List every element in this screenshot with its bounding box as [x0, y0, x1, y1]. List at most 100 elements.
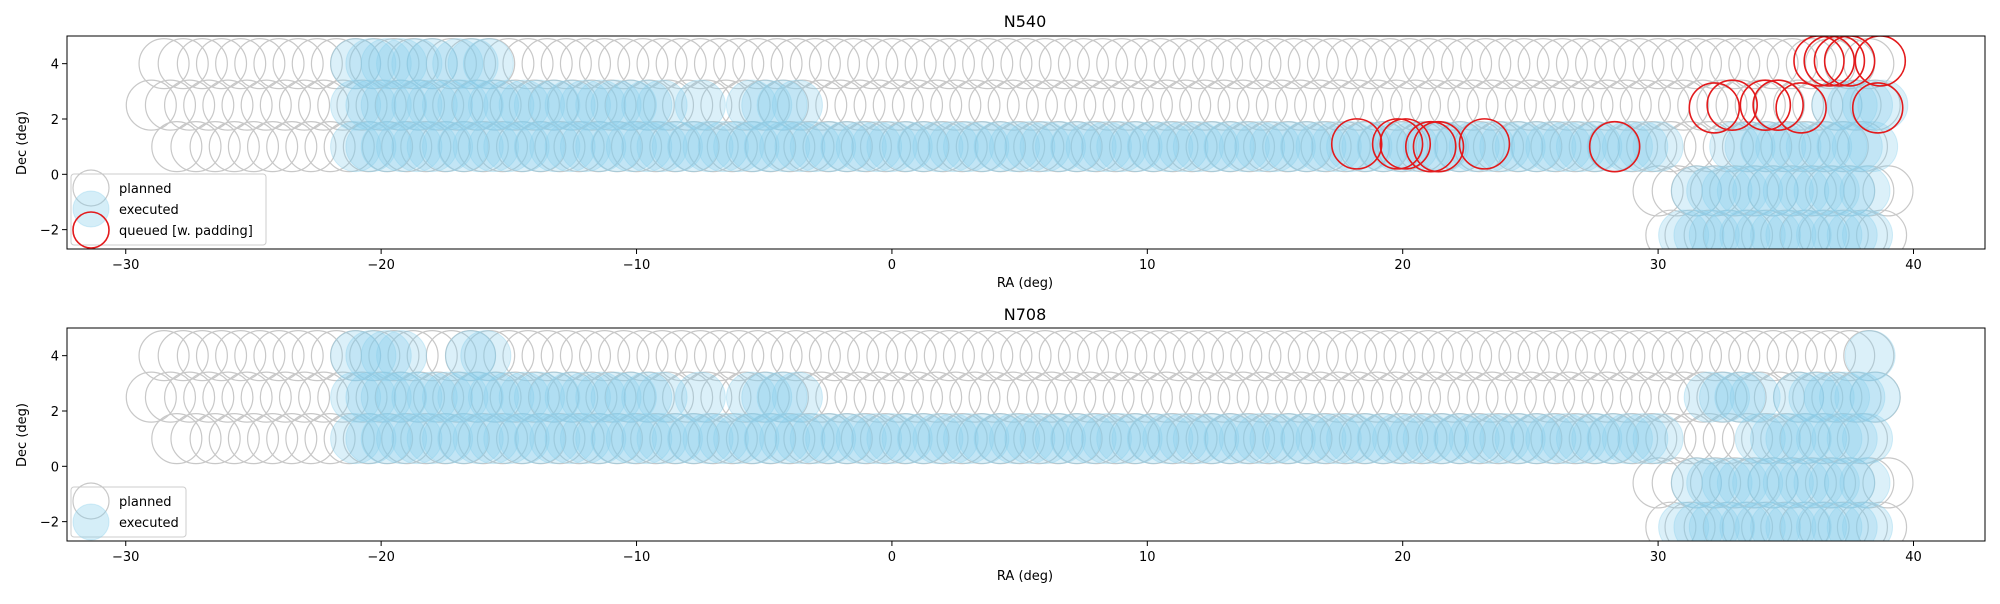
planned-pointing [1785, 330, 1837, 382]
queued-pointing [1823, 36, 1876, 87]
executed-pointing [360, 121, 412, 173]
planned-pointing [815, 79, 867, 131]
planned-pointing [387, 330, 439, 382]
executed-pointing [1479, 413, 1531, 465]
planned-pointing [1702, 121, 1754, 173]
executed-pointing [1714, 371, 1766, 423]
executed-pointing [544, 413, 596, 465]
planned-pointing [559, 38, 612, 90]
planned-pointing [1255, 371, 1307, 423]
planned-pointing [1172, 38, 1224, 90]
planned-pointing [566, 371, 618, 423]
executed-pointing [376, 371, 428, 423]
planned-pointing [1804, 457, 1857, 509]
planned-pointing [1083, 79, 1135, 131]
executed-pointing [1617, 121, 1669, 173]
x-axis-label: RA (deg) [997, 276, 1053, 291]
planned-pointing [757, 371, 809, 423]
planned-pointing [278, 79, 331, 131]
executed-pointing [1811, 209, 1863, 249]
planned-pointing [1134, 330, 1186, 382]
planned-pointing [534, 121, 586, 173]
planned-pointing [1651, 165, 1703, 217]
planned-pointing [649, 413, 701, 465]
planned-pointing [1153, 38, 1205, 90]
executed-pointing [1172, 121, 1224, 173]
executed-pointing [483, 413, 535, 465]
planned-pointing [483, 38, 535, 90]
planned-pointing [1728, 457, 1780, 509]
executed-pointing [1780, 209, 1832, 249]
planned-pointing [1683, 501, 1735, 541]
planned-pointing [1855, 501, 1908, 541]
executed-pointing [667, 121, 719, 173]
executed-pointing [1065, 413, 1117, 465]
planned-pointing [1230, 38, 1282, 90]
executed-pointing [1632, 413, 1684, 465]
planned-pointing [1779, 413, 1831, 465]
executed-pointing [590, 371, 642, 423]
x-tick-label: 0 [888, 550, 896, 565]
planned-pointing [1383, 330, 1435, 382]
planned-pointing [432, 371, 484, 423]
y-tick-label: 2 [51, 113, 59, 128]
planned-pointing [1121, 371, 1173, 423]
executed-pointing [544, 121, 596, 173]
executed-pointing [330, 413, 382, 465]
executed-pointing [697, 413, 749, 465]
executed-pointing [1142, 121, 1194, 173]
executed-pointing [452, 371, 504, 423]
planned-pointing [1741, 501, 1793, 541]
planned-pointing [329, 38, 382, 90]
executed-pointing [1673, 209, 1725, 249]
planned-pointing [1294, 371, 1346, 423]
planned-pointing [1651, 457, 1703, 509]
executed-pointing [1780, 413, 1832, 465]
y-axis-label: Dec (deg) [15, 403, 30, 467]
planned-pointing [183, 79, 235, 131]
executed-pointing [1688, 501, 1740, 541]
planned-pointing [1798, 121, 1850, 173]
planned-pointing [1396, 413, 1448, 465]
y-tick-label: 0 [51, 168, 59, 183]
executed-pointing [1834, 371, 1886, 423]
planned-pointing [1377, 413, 1429, 465]
planned-pointing [1715, 371, 1767, 423]
executed-pointing [1341, 413, 1393, 465]
planned-pointing [195, 38, 248, 90]
executed-pointing [1264, 121, 1316, 173]
series-queued [1330, 36, 1907, 173]
planned-pointing [579, 38, 631, 90]
planned-pointing [1626, 121, 1678, 173]
legend-marker [72, 482, 110, 520]
planned-pointing [1000, 38, 1052, 90]
queued-pointing [1851, 82, 1904, 134]
executed-pointing [575, 121, 627, 173]
planned-pointing [936, 121, 988, 173]
executed-pointing [674, 79, 726, 131]
executed-pointing [1765, 209, 1817, 249]
planned-pointing [1019, 330, 1071, 382]
planned-pointing [215, 330, 267, 382]
executed-pointing [1096, 121, 1148, 173]
planned-pointing [1594, 330, 1646, 382]
planned-pointing [732, 330, 784, 382]
executed-pointing [713, 413, 765, 465]
executed-pointing [575, 79, 627, 131]
planned-pointing [374, 79, 426, 131]
planned-pointing [1434, 413, 1486, 465]
planned-pointing [1760, 121, 1812, 173]
planned-pointing [1032, 413, 1084, 465]
planned-pointing [1440, 330, 1493, 382]
planned-pointing [1760, 209, 1812, 249]
planned-pointing [272, 330, 324, 382]
planned-pointing [527, 79, 580, 131]
planned-pointing [1670, 457, 1723, 509]
planned-pointing [559, 330, 612, 382]
planned-pointing [1753, 371, 1806, 423]
planned-pointing [259, 371, 311, 423]
queued-pointing [1371, 118, 1424, 170]
planned-pointing [968, 79, 1020, 131]
planned-pointing [476, 413, 529, 465]
